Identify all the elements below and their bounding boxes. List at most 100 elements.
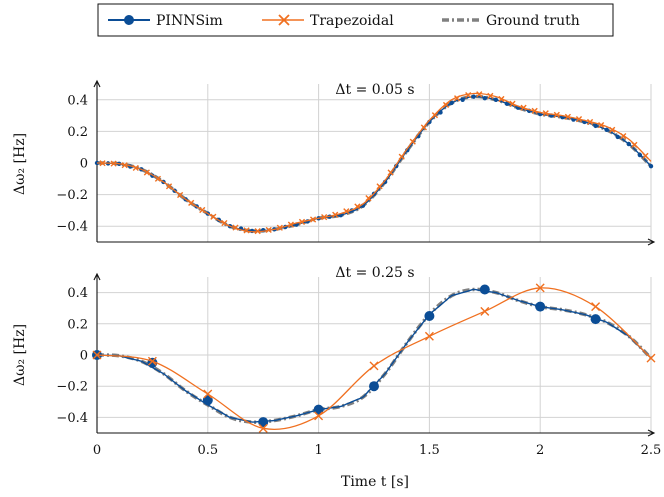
panel-bottom: Δt = 0.25 s Δω₂ [Hz] −0.4 −0.2 0 0.2 0.4 0 0.5…: [12, 265, 661, 458]
panel-bottom-trapezoidal-point-8: [535, 283, 545, 293]
panel-top-grid: [96, 84, 652, 242]
legend: PINNSim Trapezoidal Ground truth: [97, 3, 614, 37]
panel-top-trapezoidal-point-48: [631, 141, 638, 148]
panel-top-trapezoidal-point-11: [221, 219, 228, 227]
panel-top-x-axis-arrow: [647, 238, 656, 246]
panel-top-trapezoidal-point-44: [586, 118, 594, 126]
panel-bottom-pinnsim-point-3: [258, 417, 269, 428]
panel-top-trapezoidal-point-28: [409, 138, 416, 145]
panel-top-trapezoidal-point-18: [298, 218, 306, 225]
panel-top-trapezoidal-point-15: [265, 226, 272, 234]
panel-top-trapezoidal-point-36: [498, 95, 505, 103]
panel-top-trapezoidal-point-8: [188, 199, 195, 206]
panel-top-trapezoidal-point-20: [321, 214, 328, 221]
panel-top-ytick-label-3: 0.2: [67, 125, 88, 140]
panel-top-ytick-label-2: 0: [80, 157, 88, 172]
panel-top-trapezoidal-point-5: [154, 175, 162, 182]
panel-top-trapezoidal-point-31: [442, 101, 450, 109]
panel-bottom-xtick-label-4: 2: [536, 443, 544, 458]
panel-top-pinnsim-point-49: [637, 152, 643, 158]
panel-bottom-series-ground-truth: [96, 287, 653, 424]
panel-bottom-ytick-label-1: −0.2: [56, 380, 88, 395]
legend-item-pinnsim: PINNSim: [108, 13, 223, 29]
legend-item-ground-truth: Ground truth: [442, 13, 580, 29]
panel-top-trapezoidal-point-49: [642, 152, 649, 159]
panel-top-ylabel: Δω₂ [Hz]: [12, 133, 28, 195]
panel-top-trapezoidal-point-9: [199, 206, 206, 214]
panel-top-trapezoidal-point-4: [143, 169, 150, 176]
panel-bottom-grid: [96, 277, 652, 433]
panel-top-trapezoidal-point-41: [553, 111, 560, 118]
panel-top-title: Δt = 0.05 s: [335, 82, 414, 98]
panel-top-pinnsim-point-31: [438, 110, 443, 115]
panel-bottom-pinnsim-point-6: [424, 311, 435, 321]
panel-bottom-xtick-label-1: 0.5: [197, 443, 218, 458]
panel-top-pinnsim-point-36: [493, 97, 499, 103]
x-axis-label: Time t [s]: [341, 474, 409, 490]
panel-bottom-x-axis-arrow: [647, 429, 656, 437]
panel-top-trapezoidal-point-2: [121, 162, 128, 169]
panel-top-trapezoidal-point-10: [210, 213, 217, 220]
panel-top-pinnsim-point-14: [249, 228, 255, 234]
panel-bottom-xtick-label-5: 2.5: [641, 443, 662, 458]
panel-top-pinnsim-point-37: [504, 101, 510, 106]
panel-top-trapezoidal-point-6: [165, 183, 173, 190]
panel-top-trapezoidal-point-43: [575, 116, 583, 123]
panel-bottom-pinnsim-point-7: [479, 284, 490, 295]
panel-bottom-title: Δt = 0.25 s: [335, 265, 414, 281]
panel-top-pinnsim-point-35: [482, 96, 487, 101]
panel-bottom-ytick-label-3: 0.2: [67, 317, 88, 332]
panel-top-trapezoidal-point-47: [620, 133, 627, 140]
panel-top-trapezoidal-point-32: [454, 95, 461, 102]
panel-top-trapezoidal-point-19: [309, 216, 317, 223]
panel-bottom-trapezoidal-point-7: [480, 306, 490, 316]
panel-top-pinnsim-point-47: [615, 134, 620, 140]
panel-top-pinnsim-point-45: [593, 123, 598, 129]
panel-bottom-pinnsim-point-4: [313, 404, 324, 415]
panel-top-pinnsim-point-32: [449, 100, 454, 106]
panel-top-trapezoidal-point-16: [276, 224, 283, 231]
panel-top-ytick-label-0: −0.4: [56, 220, 88, 235]
legend-pinnsim-marker: [124, 15, 134, 25]
panel-top-trapezoidal-point-38: [520, 104, 527, 111]
panel-bottom-xtick-label-3: 1.5: [419, 443, 440, 458]
panel-bottom-trapezoidal-point-5: [369, 361, 379, 371]
panel-bottom-trapezoidal-point-0: [92, 350, 102, 360]
legend-ground-truth-label: Ground truth: [486, 13, 580, 29]
panel-bottom-y-axis-arrow: [93, 272, 101, 281]
panel-top-trapezoidal-point-27: [398, 153, 405, 160]
panel-bottom-trapezoidal-point-1: [147, 356, 157, 366]
panel-top: Δt = 0.05 s Δω₂ [Hz] −0.4 −0.2 0 0.2 0.4: [12, 79, 656, 246]
legend-box: [97, 3, 614, 37]
panel-top-trapezoidal-point-45: [598, 121, 605, 129]
panel-bottom-pinnsim-point-9: [590, 314, 601, 325]
panel-top-trapezoidal-point-22: [343, 208, 350, 215]
panel-top-trapezoidal-point-40: [542, 110, 549, 117]
panel-top-trapezoidal-point-46: [609, 126, 616, 133]
panel-bottom-trapezoidal-point-9: [591, 302, 601, 312]
panel-top-trapezoidal-point-30: [431, 112, 439, 119]
panel-bottom-trapezoidal-point-3: [258, 423, 268, 433]
panel-top-pinnsim-point-34: [471, 94, 476, 99]
panel-top-trapezoidal-point-21: [332, 211, 339, 218]
panel-bottom-trapezoidal-point-2: [203, 389, 213, 399]
panel-top-trapezoidal-point-24: [365, 195, 372, 202]
panel-top-trapezoidal-point-29: [420, 124, 427, 131]
panel-top-pinnsim-point-33: [460, 97, 465, 103]
legend-trapezoidal-label: Trapezoidal: [310, 13, 394, 29]
panel-top-trapezoidal-point-23: [354, 203, 361, 210]
panel-bottom-trapezoidal-point-10: [646, 353, 656, 363]
panel-bottom-xtick-label-0: 0: [93, 443, 101, 458]
panel-top-trapezoidal-point-13: [243, 227, 250, 234]
panel-top-trapezoidal-point-14: [254, 228, 261, 235]
panel-bottom-pinnsim-point-8: [535, 301, 546, 312]
panel-top-trapezoidal-point-37: [509, 100, 516, 107]
panel-top-pinnsim-point-50: [648, 163, 654, 169]
panel-top-trapezoidal-point-39: [531, 107, 538, 114]
panel-bottom-trapezoidal-point-4: [314, 411, 324, 421]
legend-pinnsim-label: PINNSim: [156, 13, 223, 29]
panel-top-trapezoidal-point-3: [132, 164, 139, 172]
panel-top-trapezoidal-point-0: [99, 160, 106, 167]
panel-bottom-ytick-label-0: −0.4: [56, 411, 88, 426]
